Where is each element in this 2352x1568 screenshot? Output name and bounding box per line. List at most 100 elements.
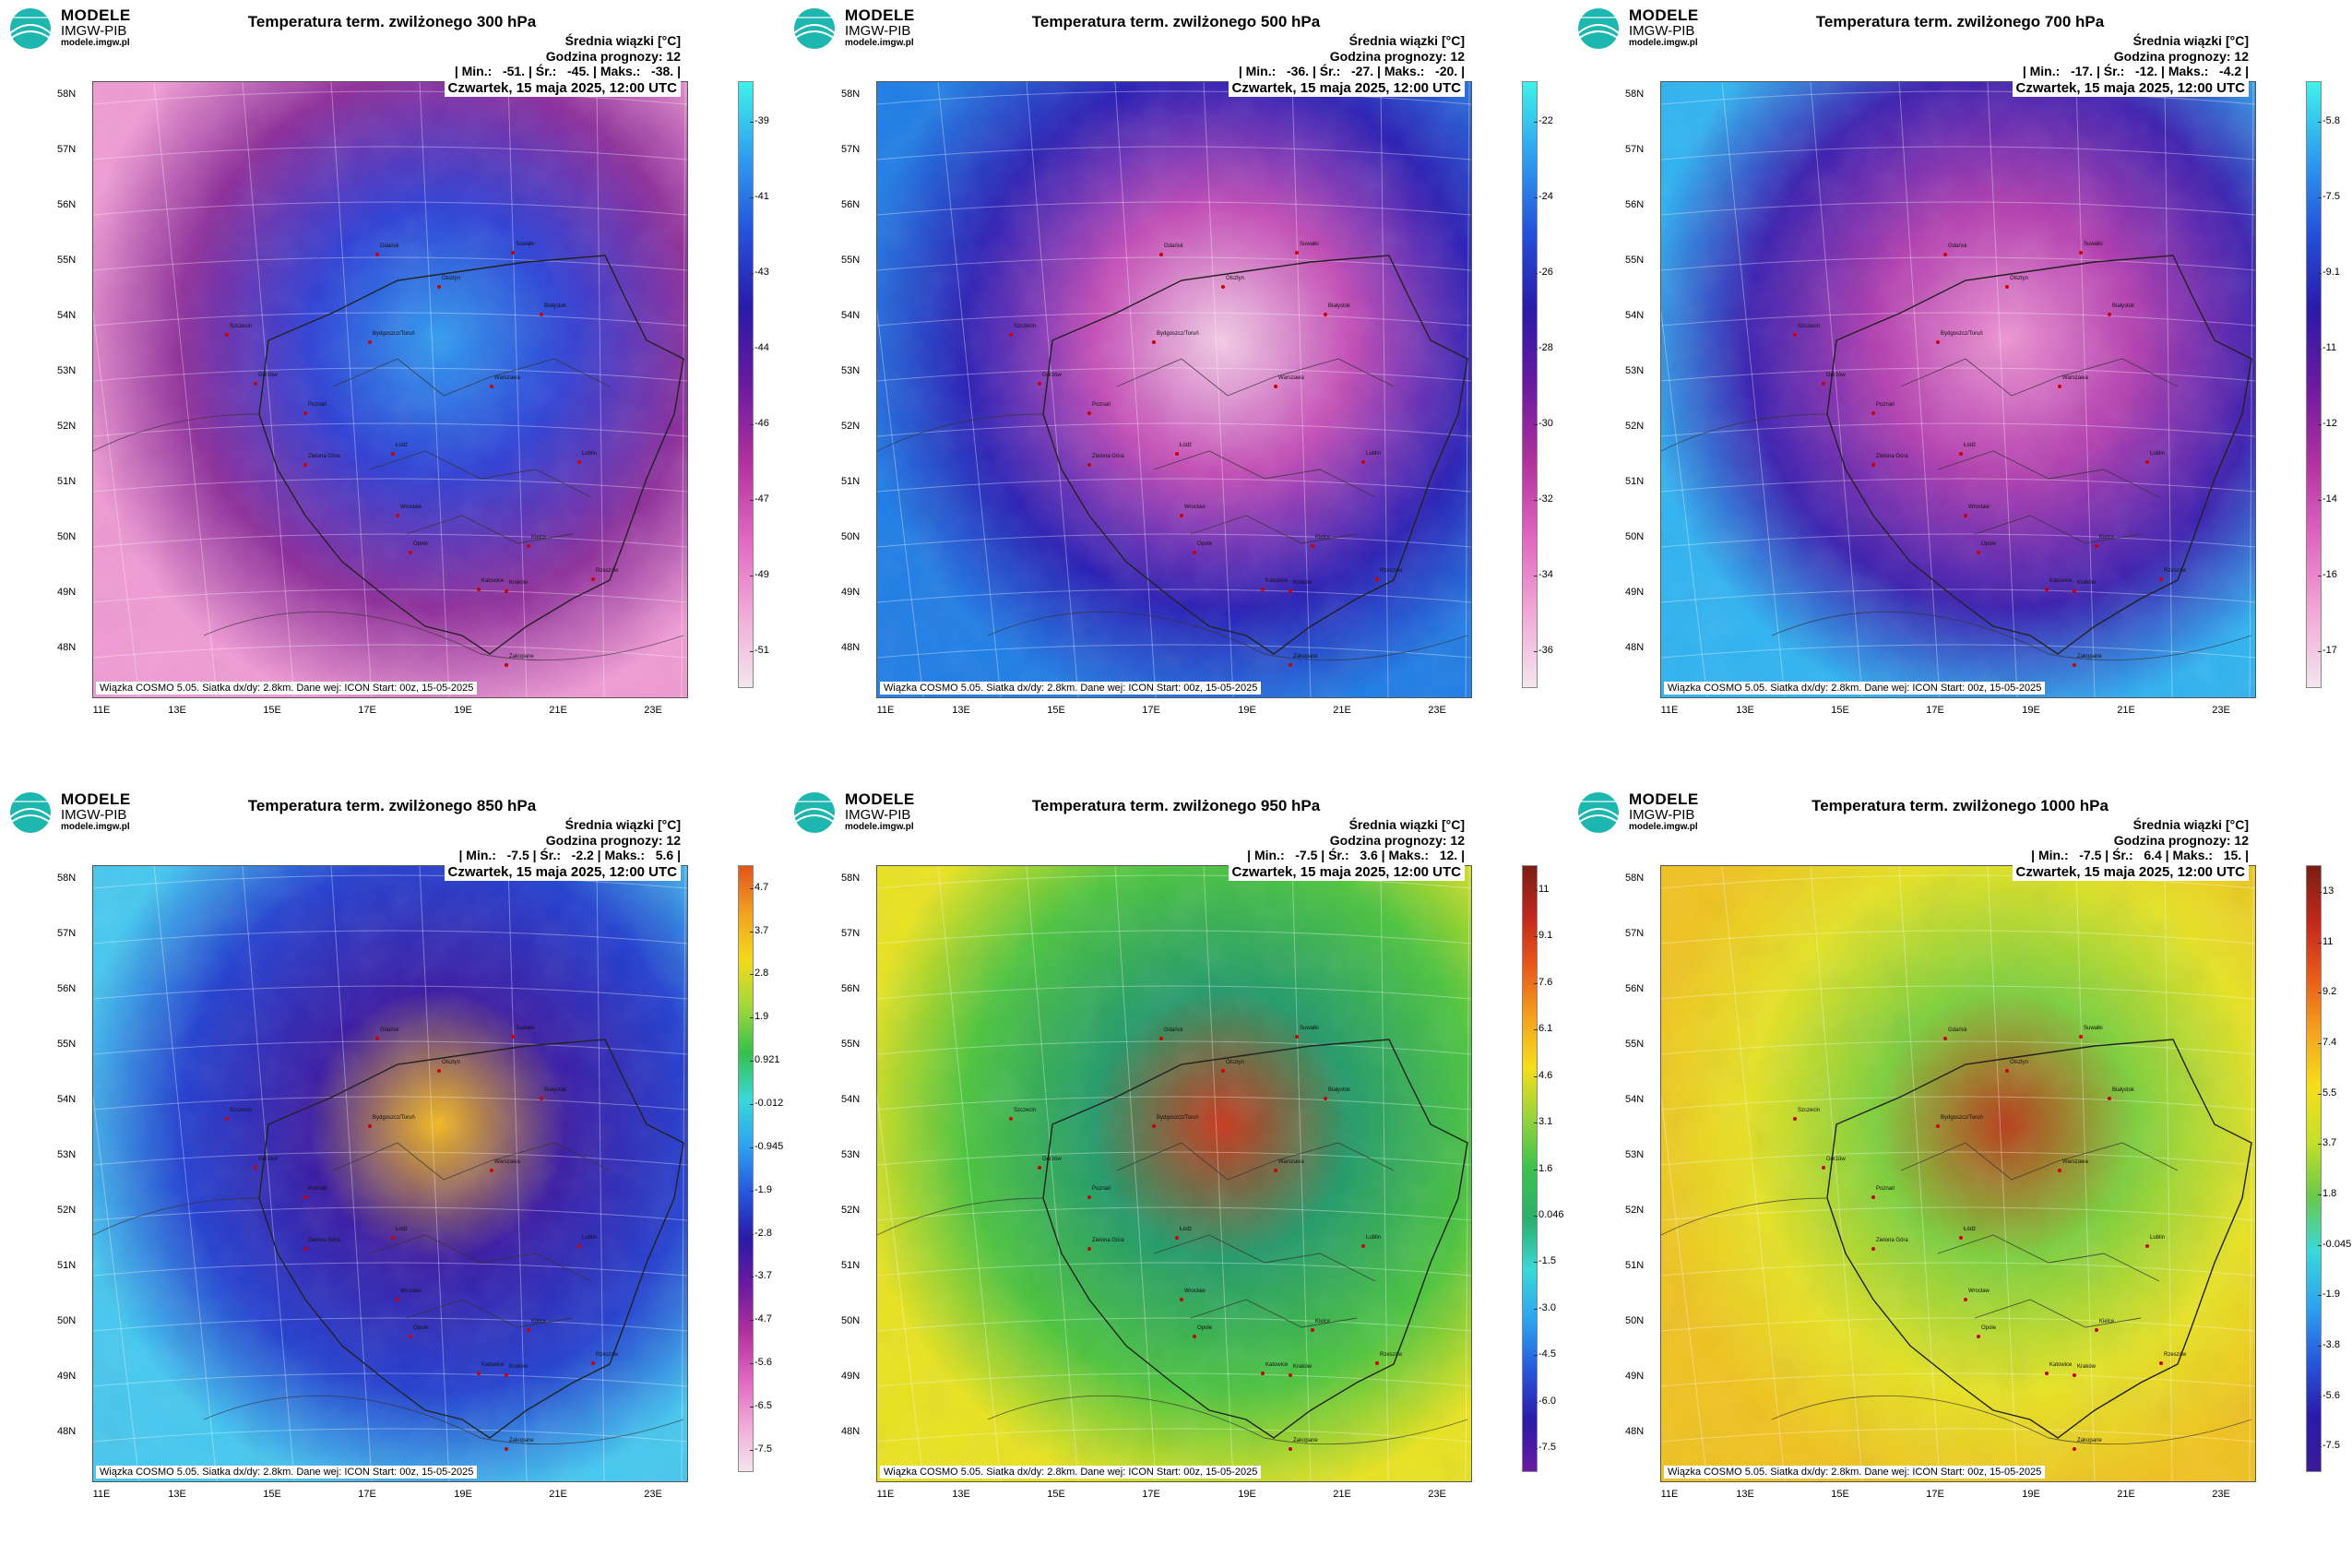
city-label: Gorzów <box>1042 1157 1062 1162</box>
colorbar-tick-label: -41 <box>750 191 769 203</box>
city-marker <box>2058 385 2061 388</box>
city-label: Szczecin <box>1014 324 1037 329</box>
city-label: Kraków <box>509 1364 529 1370</box>
latitude-label: 51N <box>1625 1260 1645 1271</box>
brand-text: modele.imgw.pl <box>1629 37 1698 48</box>
city-marker <box>1361 1244 1365 1248</box>
city-marker <box>391 1236 395 1240</box>
latitude-label: 50N <box>841 1315 861 1326</box>
city-marker <box>1009 1117 1013 1121</box>
stats-line: | Min.: -36. | Śr.: -27. | Maks.: -20. | <box>1238 64 1465 79</box>
latitude-label: 49N <box>1625 587 1645 598</box>
city-marker <box>2073 1373 2076 1377</box>
longitude-label: 17E <box>358 1489 376 1500</box>
colorbar-tick-label: -51 <box>750 645 769 657</box>
city-label: Szczecin <box>1014 1108 1037 1113</box>
city-label: Wrocław <box>1968 505 1990 510</box>
colorbar-tick-label: -1.5 <box>1534 1255 1556 1267</box>
longitude-label: 19E <box>454 705 472 716</box>
valid-date: Czwartek, 15 maja 2025, 12:00 UTC <box>1228 79 1465 97</box>
latitude-label: 50N <box>1625 1315 1645 1326</box>
city-marker <box>437 1069 441 1073</box>
brand-text: MODELE <box>845 6 915 24</box>
city-label: Katowice <box>1265 1362 1289 1368</box>
colorbar-tick-label: -32 <box>1534 493 1553 505</box>
city-label: Lublin <box>2150 1235 2166 1241</box>
city-label: Kielce <box>531 535 547 540</box>
city-label: Bydgoszcz/Toruń <box>1157 1115 1199 1121</box>
latitude-label: 52N <box>841 421 861 432</box>
city-label: Olsztyn <box>1226 276 1245 281</box>
unit-label: Średnia wiązki [°C] <box>1348 33 1465 48</box>
latitude-label: 57N <box>57 144 77 155</box>
city-marker <box>1289 1373 1292 1377</box>
city-label: Zakopane <box>509 1438 534 1443</box>
city-label: Kraków <box>2077 580 2097 586</box>
city-marker <box>1793 1117 1797 1121</box>
forecast-hour: Godzina prognozy: 12 <box>2113 48 2249 64</box>
city-label: Kraków <box>1293 1364 1313 1370</box>
city-marker <box>577 460 581 464</box>
city-marker <box>1977 1335 1980 1338</box>
city-label: Opole <box>1197 541 1213 547</box>
city-label: Łódź <box>1964 443 1977 448</box>
longitude-label: 17E <box>1926 705 1944 716</box>
colorbar-tick-label: -6.0 <box>1534 1395 1556 1407</box>
colorbar-tick-label: -28 <box>1534 342 1553 354</box>
city-marker <box>396 1298 399 1301</box>
latitude-label: 48N <box>1625 1426 1645 1437</box>
forecast-panel: MODELE IMGW-PIB modele.imgw.pl Temperatura … <box>0 0 784 784</box>
city-label: Gdańsk <box>1948 244 1967 249</box>
city-marker <box>391 452 395 456</box>
city-label: Gdańsk <box>380 244 399 249</box>
city-label: Zielona Góra <box>308 1238 340 1243</box>
city-label: Szczecin <box>230 1108 253 1113</box>
longitude-label: 17E <box>358 705 376 716</box>
city-marker <box>1221 285 1225 289</box>
city-label: Katowice <box>481 578 505 584</box>
colorbar-tick-label: 7.4 <box>2317 1037 2337 1049</box>
city-label: Suwałki <box>1300 1026 1319 1031</box>
latitude-label: 56N <box>841 199 861 210</box>
city-marker <box>1822 1166 1825 1170</box>
city-marker <box>1964 1298 1967 1301</box>
city-marker <box>1289 1447 1292 1451</box>
city-label: Zielona Góra <box>1092 454 1124 459</box>
longitude-label: 11E <box>876 705 895 716</box>
city-label: Rzeszów <box>1380 1352 1403 1358</box>
city-label: Suwałki <box>2084 1026 2103 1031</box>
colorbar-tick-label: 9.1 <box>1533 930 1553 942</box>
city-marker <box>1087 463 1091 467</box>
city-label: Gdańsk <box>1164 1028 1183 1033</box>
city-marker <box>511 251 515 255</box>
longitude-label: 23E <box>644 1489 662 1500</box>
city-marker <box>591 577 595 581</box>
panel-title: Temperatura term. zwilżonego 1000 hPa <box>1812 797 2108 814</box>
longitude-label: 13E <box>1736 1489 1754 1500</box>
colorbar-tick-label: -7.5 <box>2318 191 2340 203</box>
colorbar-tick-label: 7.6 <box>1533 976 1553 988</box>
colorbar <box>2306 865 2322 1472</box>
city-marker <box>1361 460 1365 464</box>
city-label: Gorzów <box>1826 1157 1846 1162</box>
brand-block: MODELE IMGW-PIB modele.imgw.pl <box>61 7 131 48</box>
temperature-map: Gdańsk Suwałki Olsztyn Białystok Szczecin Byd… <box>92 81 688 698</box>
model-footer: Wiązka COSMO 5.05. Siatka dx/dy: 2.8km. … <box>96 682 478 695</box>
latitude-label: 55N <box>1625 1039 1645 1050</box>
longitude-label: 17E <box>1142 705 1160 716</box>
latitude-label: 58N <box>57 89 77 100</box>
model-footer: Wiązka COSMO 5.05. Siatka dx/dy: 2.8km. … <box>1664 1466 2046 1479</box>
city-marker <box>225 333 229 337</box>
longitude-label: 23E <box>1428 705 1446 716</box>
city-marker <box>1152 1124 1156 1128</box>
latitude-label: 58N <box>57 873 77 884</box>
latitude-label: 52N <box>1625 1205 1645 1216</box>
city-marker <box>303 463 307 467</box>
city-label: Kraków <box>1293 580 1313 586</box>
longitude-label: 19E <box>1238 705 1256 716</box>
city-label: Białystok <box>2112 303 2135 309</box>
valid-date: Czwartek, 15 maja 2025, 12:00 UTC <box>444 863 681 881</box>
city-label: Wrocław <box>1184 1289 1206 1294</box>
latitude-label: 57N <box>1625 144 1645 155</box>
colorbar-tick-label: -0.012 <box>749 1098 784 1110</box>
